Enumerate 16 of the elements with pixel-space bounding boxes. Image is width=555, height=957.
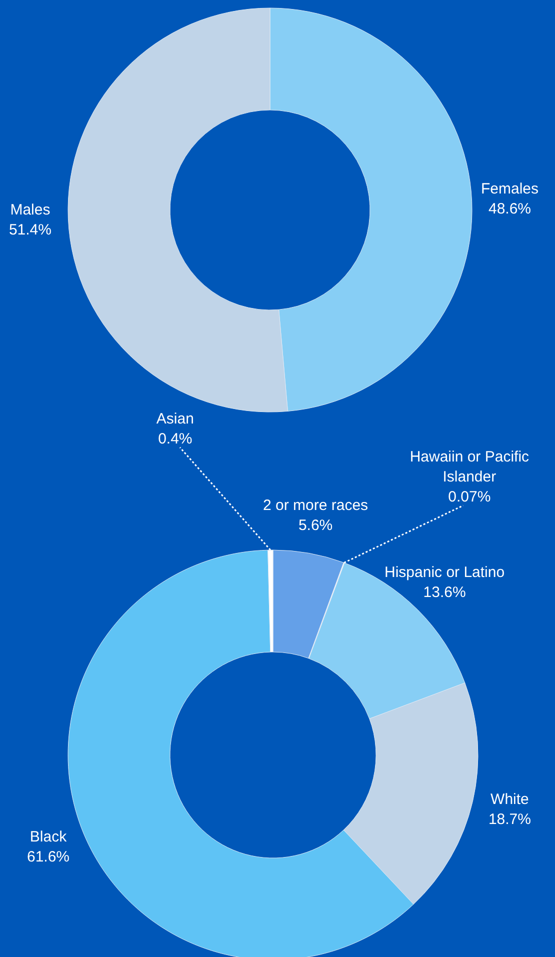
slice-label: Black — [30, 828, 68, 846]
slice-label: Hispanic or Latino — [384, 564, 505, 581]
data-label: 13.6% — [423, 584, 466, 601]
data-label: 0.4% — [158, 430, 192, 448]
data-label: 5.6% — [298, 516, 333, 534]
slice-label: Hawaiin or Pacific Islander — [410, 448, 530, 486]
slice-label: 2 or more races — [263, 496, 368, 514]
data-label: 51.4% — [8, 222, 52, 239]
slice-label: Males — [10, 202, 50, 219]
slice-label: White — [490, 790, 529, 808]
data-label: 48.6% — [488, 200, 532, 218]
slice-label: Females — [481, 180, 539, 198]
slice-label: Asian — [156, 410, 194, 428]
data-label: 0.07% — [448, 488, 491, 506]
data-label: 61.6% — [26, 848, 70, 866]
data-label: 18.7% — [488, 810, 531, 828]
